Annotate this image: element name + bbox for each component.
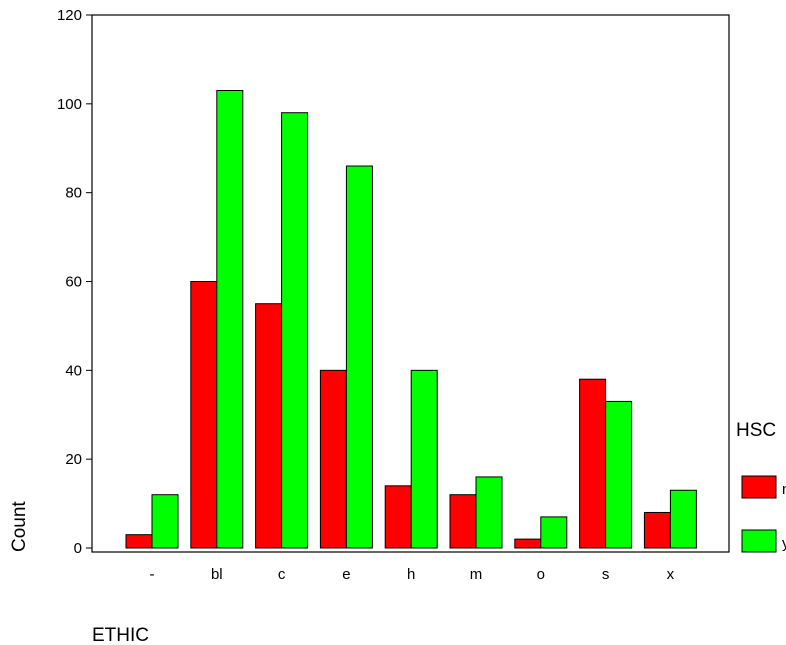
- y-tick-label: 0: [74, 540, 82, 557]
- legend: HSC n y: [736, 420, 786, 553]
- bar-n-dash: [125, 534, 153, 549]
- y-tick-label: 80: [65, 185, 82, 202]
- bar-n-h: [384, 485, 412, 549]
- legend-swatch-n: [741, 475, 777, 499]
- x-axis-title: ETHIC: [92, 625, 149, 645]
- bar-y-o: [540, 516, 568, 549]
- x-tick-label: bl: [211, 566, 223, 583]
- bar-y-bl: [216, 90, 244, 549]
- y-tick-label: 20: [65, 451, 82, 468]
- x-axis: - bl c e h m o s x: [150, 566, 675, 583]
- plot-frame: [91, 14, 730, 553]
- bar-y-s: [605, 400, 633, 549]
- bar-y-x: [669, 489, 697, 549]
- legend-swatch-y: [741, 529, 777, 553]
- x-tick-label: -: [150, 566, 155, 583]
- bars-group: [125, 90, 697, 549]
- legend-title: HSC: [736, 420, 776, 441]
- bar-n-x: [643, 511, 671, 549]
- x-tick-label: x: [667, 566, 675, 583]
- y-tick-label: 100: [57, 96, 82, 113]
- x-tick-label: e: [342, 566, 350, 583]
- x-tick-label: m: [470, 566, 483, 583]
- y-axis-title: Count: [9, 501, 30, 552]
- bar-y-m: [475, 476, 503, 549]
- x-tick-label: c: [278, 566, 286, 583]
- bar-n-s: [579, 378, 607, 549]
- x-tick-label: s: [602, 566, 610, 583]
- bar-n-m: [449, 494, 477, 549]
- y-tick-label: 40: [65, 362, 82, 379]
- bar-n-e: [319, 369, 347, 549]
- y-tick-label: 60: [65, 274, 82, 291]
- bar-n-bl: [190, 281, 218, 549]
- y-axis: 0 20 40 60 80 100 120: [57, 7, 92, 557]
- bar-y-c: [281, 112, 309, 549]
- bar-y-e: [345, 165, 373, 549]
- x-tick-label: h: [407, 566, 415, 583]
- x-tick-label: o: [537, 566, 545, 583]
- bar-n-o: [514, 538, 542, 549]
- legend-label-n: n: [782, 481, 786, 498]
- bar-n-c: [255, 303, 283, 549]
- bar-y-dash: [151, 494, 179, 549]
- y-tick-label: 120: [57, 7, 82, 24]
- legend-label-y: y: [782, 535, 786, 552]
- bar-y-h: [410, 369, 438, 549]
